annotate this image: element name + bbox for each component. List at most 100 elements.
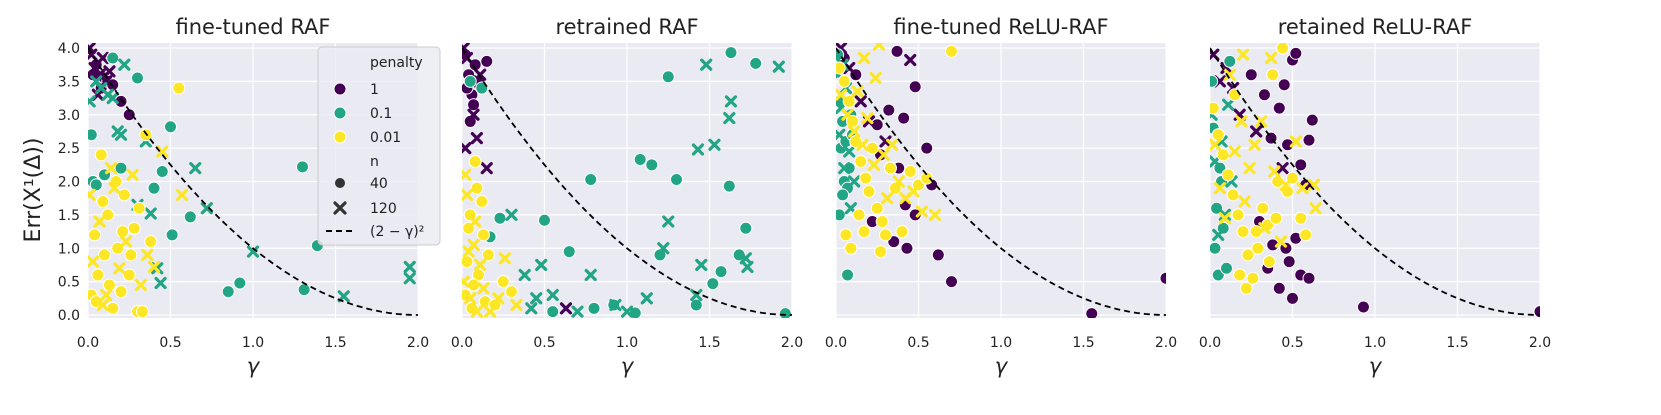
scatter-point bbox=[496, 275, 510, 289]
scatter-point bbox=[584, 172, 598, 186]
scatter-point-x bbox=[474, 258, 487, 272]
scatter-point-x bbox=[462, 43, 470, 55]
scatter-point-x bbox=[640, 292, 653, 305]
x-tick-label: 0.5 bbox=[1281, 335, 1303, 351]
scatter-point bbox=[841, 268, 855, 282]
x-tick-label: 1.0 bbox=[242, 335, 264, 351]
scatter-point-x bbox=[657, 242, 670, 255]
scatter-point-x bbox=[88, 43, 96, 55]
panel-title: retained ReLU-RAF bbox=[1278, 15, 1473, 39]
scatter-point bbox=[1223, 54, 1237, 68]
scatter-point bbox=[124, 248, 138, 262]
y-tick-label: 3.0 bbox=[58, 108, 80, 124]
scatter-point-x bbox=[836, 88, 848, 101]
scatter-point bbox=[883, 161, 897, 175]
scatter-point bbox=[1266, 68, 1280, 82]
scatter-point-x bbox=[836, 128, 846, 141]
scatter-point-x bbox=[861, 111, 874, 125]
scatter-point bbox=[852, 208, 866, 222]
scatter-point bbox=[89, 295, 103, 309]
scatter-point bbox=[836, 188, 850, 202]
scatter-point bbox=[890, 44, 904, 58]
scatter-point bbox=[505, 285, 518, 299]
scatter-point bbox=[587, 301, 601, 315]
scatter-point bbox=[778, 307, 792, 318]
panel-3: 0.0 0.5 1.0 1.5 2.0 fine-tuned ReLU-RAF γ bbox=[825, 15, 1177, 378]
y-axis-label: Err(X¹(Δ)) bbox=[21, 138, 46, 243]
scatter-point bbox=[732, 248, 746, 262]
legend-marker-penalty-1 bbox=[333, 82, 347, 96]
scatter-point-x bbox=[904, 53, 917, 67]
x-tick-label: 2.0 bbox=[1529, 335, 1551, 351]
scatter-point bbox=[462, 255, 474, 269]
scatter-point bbox=[1226, 188, 1240, 202]
scatter-point bbox=[94, 148, 108, 162]
scatter-point bbox=[1272, 101, 1286, 115]
scatter-point-x bbox=[841, 108, 854, 121]
legend-penalty-0.1-label: 0.1 bbox=[370, 106, 392, 122]
x-tick-label: 2.0 bbox=[781, 335, 803, 351]
scatter-point bbox=[114, 161, 128, 175]
scatter-point bbox=[172, 81, 186, 95]
scatter-point bbox=[475, 195, 489, 209]
scatter-point-x bbox=[1235, 115, 1248, 128]
scatter-point bbox=[920, 141, 934, 155]
legend-penalty-title: penalty bbox=[370, 55, 423, 71]
scatter-point bbox=[739, 221, 753, 235]
scatter-point-x bbox=[1258, 222, 1271, 235]
scatter-point bbox=[1231, 208, 1245, 222]
scatter-point bbox=[135, 305, 149, 318]
scatter-point-x bbox=[498, 252, 511, 265]
scatter-point bbox=[882, 103, 896, 117]
scatter-point bbox=[1244, 68, 1258, 82]
scatter-point-x bbox=[535, 258, 548, 272]
scatter-point bbox=[836, 208, 846, 222]
scatter-point-x bbox=[772, 60, 785, 73]
scatter-point-x bbox=[1218, 208, 1231, 221]
scatter-point-x bbox=[141, 248, 154, 262]
scatter-point-x bbox=[103, 65, 116, 78]
scatter-points bbox=[836, 43, 1166, 318]
scatter-point bbox=[1251, 241, 1265, 255]
scatter-point-x bbox=[126, 168, 139, 181]
scatter-point bbox=[106, 51, 120, 65]
scatter-point bbox=[874, 245, 888, 259]
scatter-point-x bbox=[620, 305, 634, 318]
scatter-point-x bbox=[88, 95, 96, 108]
scatter-point bbox=[908, 208, 922, 222]
scatter-point bbox=[1210, 241, 1222, 255]
scatter-point bbox=[706, 277, 720, 291]
scatter-point bbox=[463, 74, 477, 88]
legend-penalty-0.01-label: 0.01 bbox=[370, 130, 401, 146]
legend-frame bbox=[317, 46, 441, 246]
scatter-point bbox=[88, 228, 102, 242]
scatter-point bbox=[546, 305, 560, 318]
scatter-point bbox=[183, 210, 197, 224]
scatter-point-x bbox=[1274, 235, 1288, 248]
scatter-point-x bbox=[154, 276, 167, 290]
scatter-point bbox=[722, 179, 736, 193]
scatter-point bbox=[1294, 211, 1308, 225]
scatter-point-x bbox=[881, 192, 894, 205]
scatter-point bbox=[903, 164, 917, 178]
scatter-point-x bbox=[1264, 51, 1278, 65]
scatter-point-x bbox=[609, 298, 622, 312]
scatter-point-x bbox=[1228, 145, 1241, 158]
scatter-point-x bbox=[546, 288, 559, 302]
scatter-point bbox=[895, 225, 909, 239]
x-tick-label: 0.0 bbox=[77, 335, 99, 351]
scatter-point-x bbox=[470, 132, 483, 145]
scatter-point-x bbox=[477, 282, 490, 295]
scatter-point bbox=[481, 248, 495, 262]
scatter-point-x bbox=[1243, 162, 1256, 175]
scatter-point bbox=[1302, 133, 1316, 147]
scatter-point-x bbox=[1268, 165, 1281, 178]
legend: penalty 1 0.1 0.01 n 40 120 (2 − γ)² bbox=[317, 46, 441, 246]
scatter-point-x bbox=[525, 302, 538, 315]
scatter-point bbox=[96, 195, 110, 209]
scatter-point-x bbox=[492, 292, 505, 305]
scatter-point-x bbox=[144, 207, 157, 220]
scatter-point bbox=[1236, 225, 1250, 239]
scatter-point-x bbox=[879, 135, 892, 148]
scatter-point-x bbox=[462, 142, 472, 155]
